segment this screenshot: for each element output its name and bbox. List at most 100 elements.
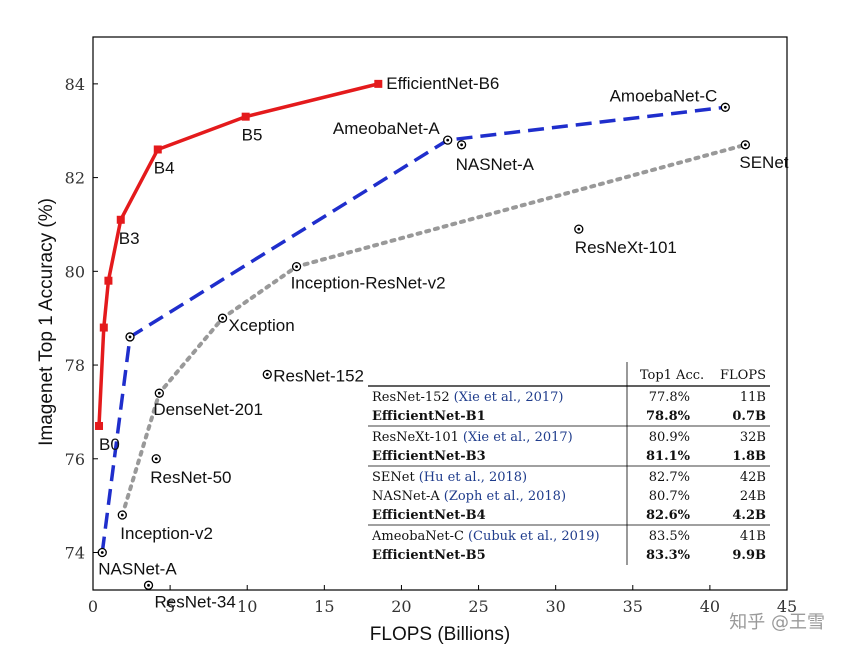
point-label: ResNet-152 <box>273 366 364 385</box>
citation: (Cubuk et al., 2019) <box>468 529 600 544</box>
table-acc: 83.5% <box>649 529 690 544</box>
data-point <box>116 215 125 224</box>
data-point <box>95 421 104 430</box>
table-row-name: NASNet-A (Zoph et al., 2018) <box>372 489 566 504</box>
table-header-flops: FLOPS <box>720 368 766 383</box>
table-row-name: EfficientNet-B5 <box>372 548 486 563</box>
comparison-table: Top1 Acc. FLOPS ResNet-152 (Xie et al., 201… <box>366 360 774 572</box>
model-name: EfficientNet-B4 <box>372 508 486 523</box>
citation: (Xie et al., 2017) <box>463 430 573 445</box>
point-label: Xception <box>229 316 295 335</box>
point-label: ResNeXt-101 <box>575 238 677 257</box>
x-tick-label: 40 <box>700 597 720 616</box>
x-tick-label: 10 <box>237 597 257 616</box>
table-flops: 11B <box>740 390 766 405</box>
table-acc: 78.8% <box>646 409 691 424</box>
table-row-name: EfficientNet-B3 <box>372 449 486 464</box>
point-label: AmoebaNet-C <box>610 86 718 105</box>
model-name: EfficientNet-B5 <box>372 548 486 563</box>
citation: (Xie et al., 2017) <box>454 390 564 405</box>
data-point <box>153 145 162 154</box>
y-tick-label: 84 <box>65 75 85 94</box>
table-flops: 4.2B <box>732 508 766 523</box>
table-row-name: ResNeXt-101 (Xie et al., 2017) <box>372 430 573 445</box>
table-flops: 1.8B <box>732 449 766 464</box>
model-name: SENet <box>372 470 415 485</box>
data-point-center <box>154 457 158 461</box>
point-label: NASNet-A <box>98 560 177 579</box>
model-name: AmeobaNet-C <box>371 529 464 544</box>
x-axis-title: FLOPS (Billions) <box>370 624 510 645</box>
data-point-center <box>460 143 463 147</box>
table-row-name: ResNet-152 (Xie et al., 2017) <box>372 390 563 405</box>
model-name: ResNeXt-101 <box>372 430 459 445</box>
point-label: B0 <box>99 435 120 454</box>
table-row-name: EfficientNet-B4 <box>372 508 486 523</box>
point-label: AmeobaNet-A <box>333 119 440 138</box>
table-flops: 32B <box>740 430 766 445</box>
y-axis-title: Imagenet Top 1 Accuracy (%) <box>36 198 57 446</box>
y-tick-label: 78 <box>65 356 85 375</box>
citation: (Zoph et al., 2018) <box>444 489 566 504</box>
data-point-center <box>577 227 581 231</box>
data-point-center <box>743 143 747 147</box>
data-point-center <box>221 316 224 320</box>
point-label: SENet <box>739 153 788 172</box>
x-tick-label: 20 <box>391 597 411 616</box>
x-tick-label: 45 <box>777 597 797 616</box>
point-label: NASNet-A <box>456 155 535 174</box>
data-point-center <box>120 513 124 517</box>
table-flops: 24B <box>740 489 766 504</box>
point-label: DenseNet-201 <box>153 400 263 419</box>
table-row-name: AmeobaNet-C (Cubuk et al., 2019) <box>371 529 600 544</box>
point-label: ResNet-34 <box>155 592 236 611</box>
data-point-center <box>723 105 727 109</box>
x-tick-label: 15 <box>314 597 334 616</box>
y-tick-label: 74 <box>65 544 85 563</box>
table-header-acc: Top1 Acc. <box>640 368 704 383</box>
data-point-center <box>446 138 450 142</box>
table-flops: 41B <box>740 529 766 544</box>
table-acc: 77.8% <box>649 390 690 405</box>
y-tick-label: 82 <box>65 169 85 188</box>
model-name: EfficientNet-B1 <box>372 409 486 424</box>
x-tick-label: 30 <box>545 597 565 616</box>
table-acc: 83.3% <box>646 548 691 563</box>
point-label: Inception-v2 <box>120 524 213 543</box>
data-point <box>99 323 108 332</box>
y-tick-label: 80 <box>65 262 85 281</box>
data-point-center <box>128 335 132 339</box>
data-point <box>104 276 113 285</box>
table-flops: 42B <box>740 470 766 485</box>
point-label: B5 <box>242 126 263 145</box>
plot-frame <box>92 36 788 591</box>
x-tick-label: 35 <box>623 597 643 616</box>
data-point-center <box>295 265 298 269</box>
table-acc: 82.6% <box>646 508 691 523</box>
point-label: ResNet-50 <box>150 468 231 487</box>
x-tick-label: 5 <box>165 597 175 616</box>
point-label: B4 <box>154 158 175 177</box>
point-label: EfficientNet-B6 <box>386 74 499 93</box>
point-labels: B0 B3 B4 B5 EfficientNet-B6 NASNet-A AmeobaNet… <box>98 74 789 611</box>
data-point-center <box>147 583 150 587</box>
data-point-center <box>265 373 269 376</box>
table-acc: 80.7% <box>649 489 690 504</box>
plot-axes: 0 5 10 15 20 25 30 35 40 45 74 76 78 80 82 84 <box>65 36 797 616</box>
table-acc: 80.9% <box>649 430 690 445</box>
x-tick-label: 0 <box>88 597 98 616</box>
points-layer <box>95 79 751 590</box>
model-name: EfficientNet-B3 <box>372 449 486 464</box>
citation: (Hu et al., 2018) <box>419 470 527 485</box>
table-flops: 9.9B <box>732 548 766 563</box>
point-label: B3 <box>119 229 140 248</box>
data-point <box>374 79 383 88</box>
model-name: NASNet-A <box>372 489 440 504</box>
data-point <box>241 112 250 121</box>
watermark: 知乎 @王雪 <box>729 612 825 633</box>
model-name: ResNet-152 <box>372 390 450 405</box>
table-acc: 82.7% <box>649 470 690 485</box>
table-acc: 81.1% <box>646 449 691 464</box>
table-row-name: EfficientNet-B1 <box>372 409 486 424</box>
